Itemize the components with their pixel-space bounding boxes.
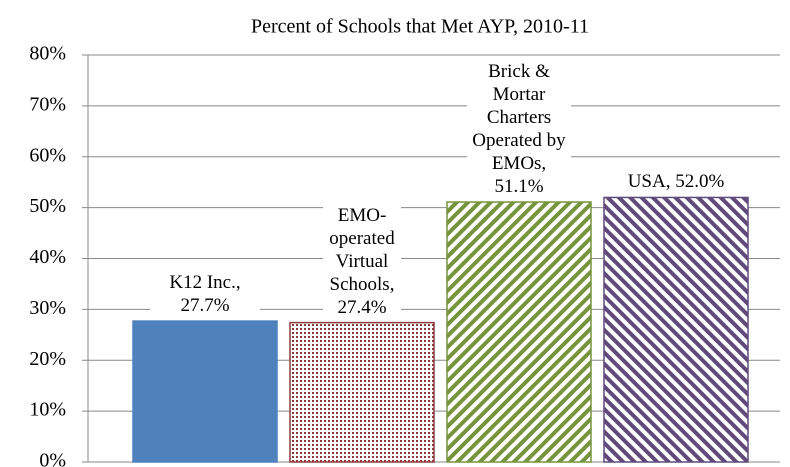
bar [446, 201, 592, 463]
data-label: Brick & Mortar Charters Operated by EMOs… [467, 60, 571, 199]
y-tick-label: 70% [29, 93, 66, 115]
y-tick-label: 80% [29, 43, 66, 65]
data-label: EMO-operated Virtual Schools, 27.4% [323, 203, 401, 319]
bar [289, 321, 435, 463]
y-tick-label: 0% [39, 450, 66, 467]
bar [132, 320, 278, 463]
chart-title: Percent of Schools that Met AYP, 2010-11 [251, 16, 589, 38]
y-tick-label: 20% [29, 348, 66, 370]
y-tick-label: 50% [29, 195, 66, 217]
y-tick-label: 40% [29, 246, 66, 268]
y-tick-label: 30% [29, 297, 66, 319]
data-label: USA, 52.0% [591, 170, 761, 194]
y-tick-label: 10% [29, 399, 66, 421]
bar [603, 196, 749, 463]
y-tick-label: 60% [29, 144, 66, 166]
data-label: K12 Inc., 27.7% [150, 271, 260, 318]
